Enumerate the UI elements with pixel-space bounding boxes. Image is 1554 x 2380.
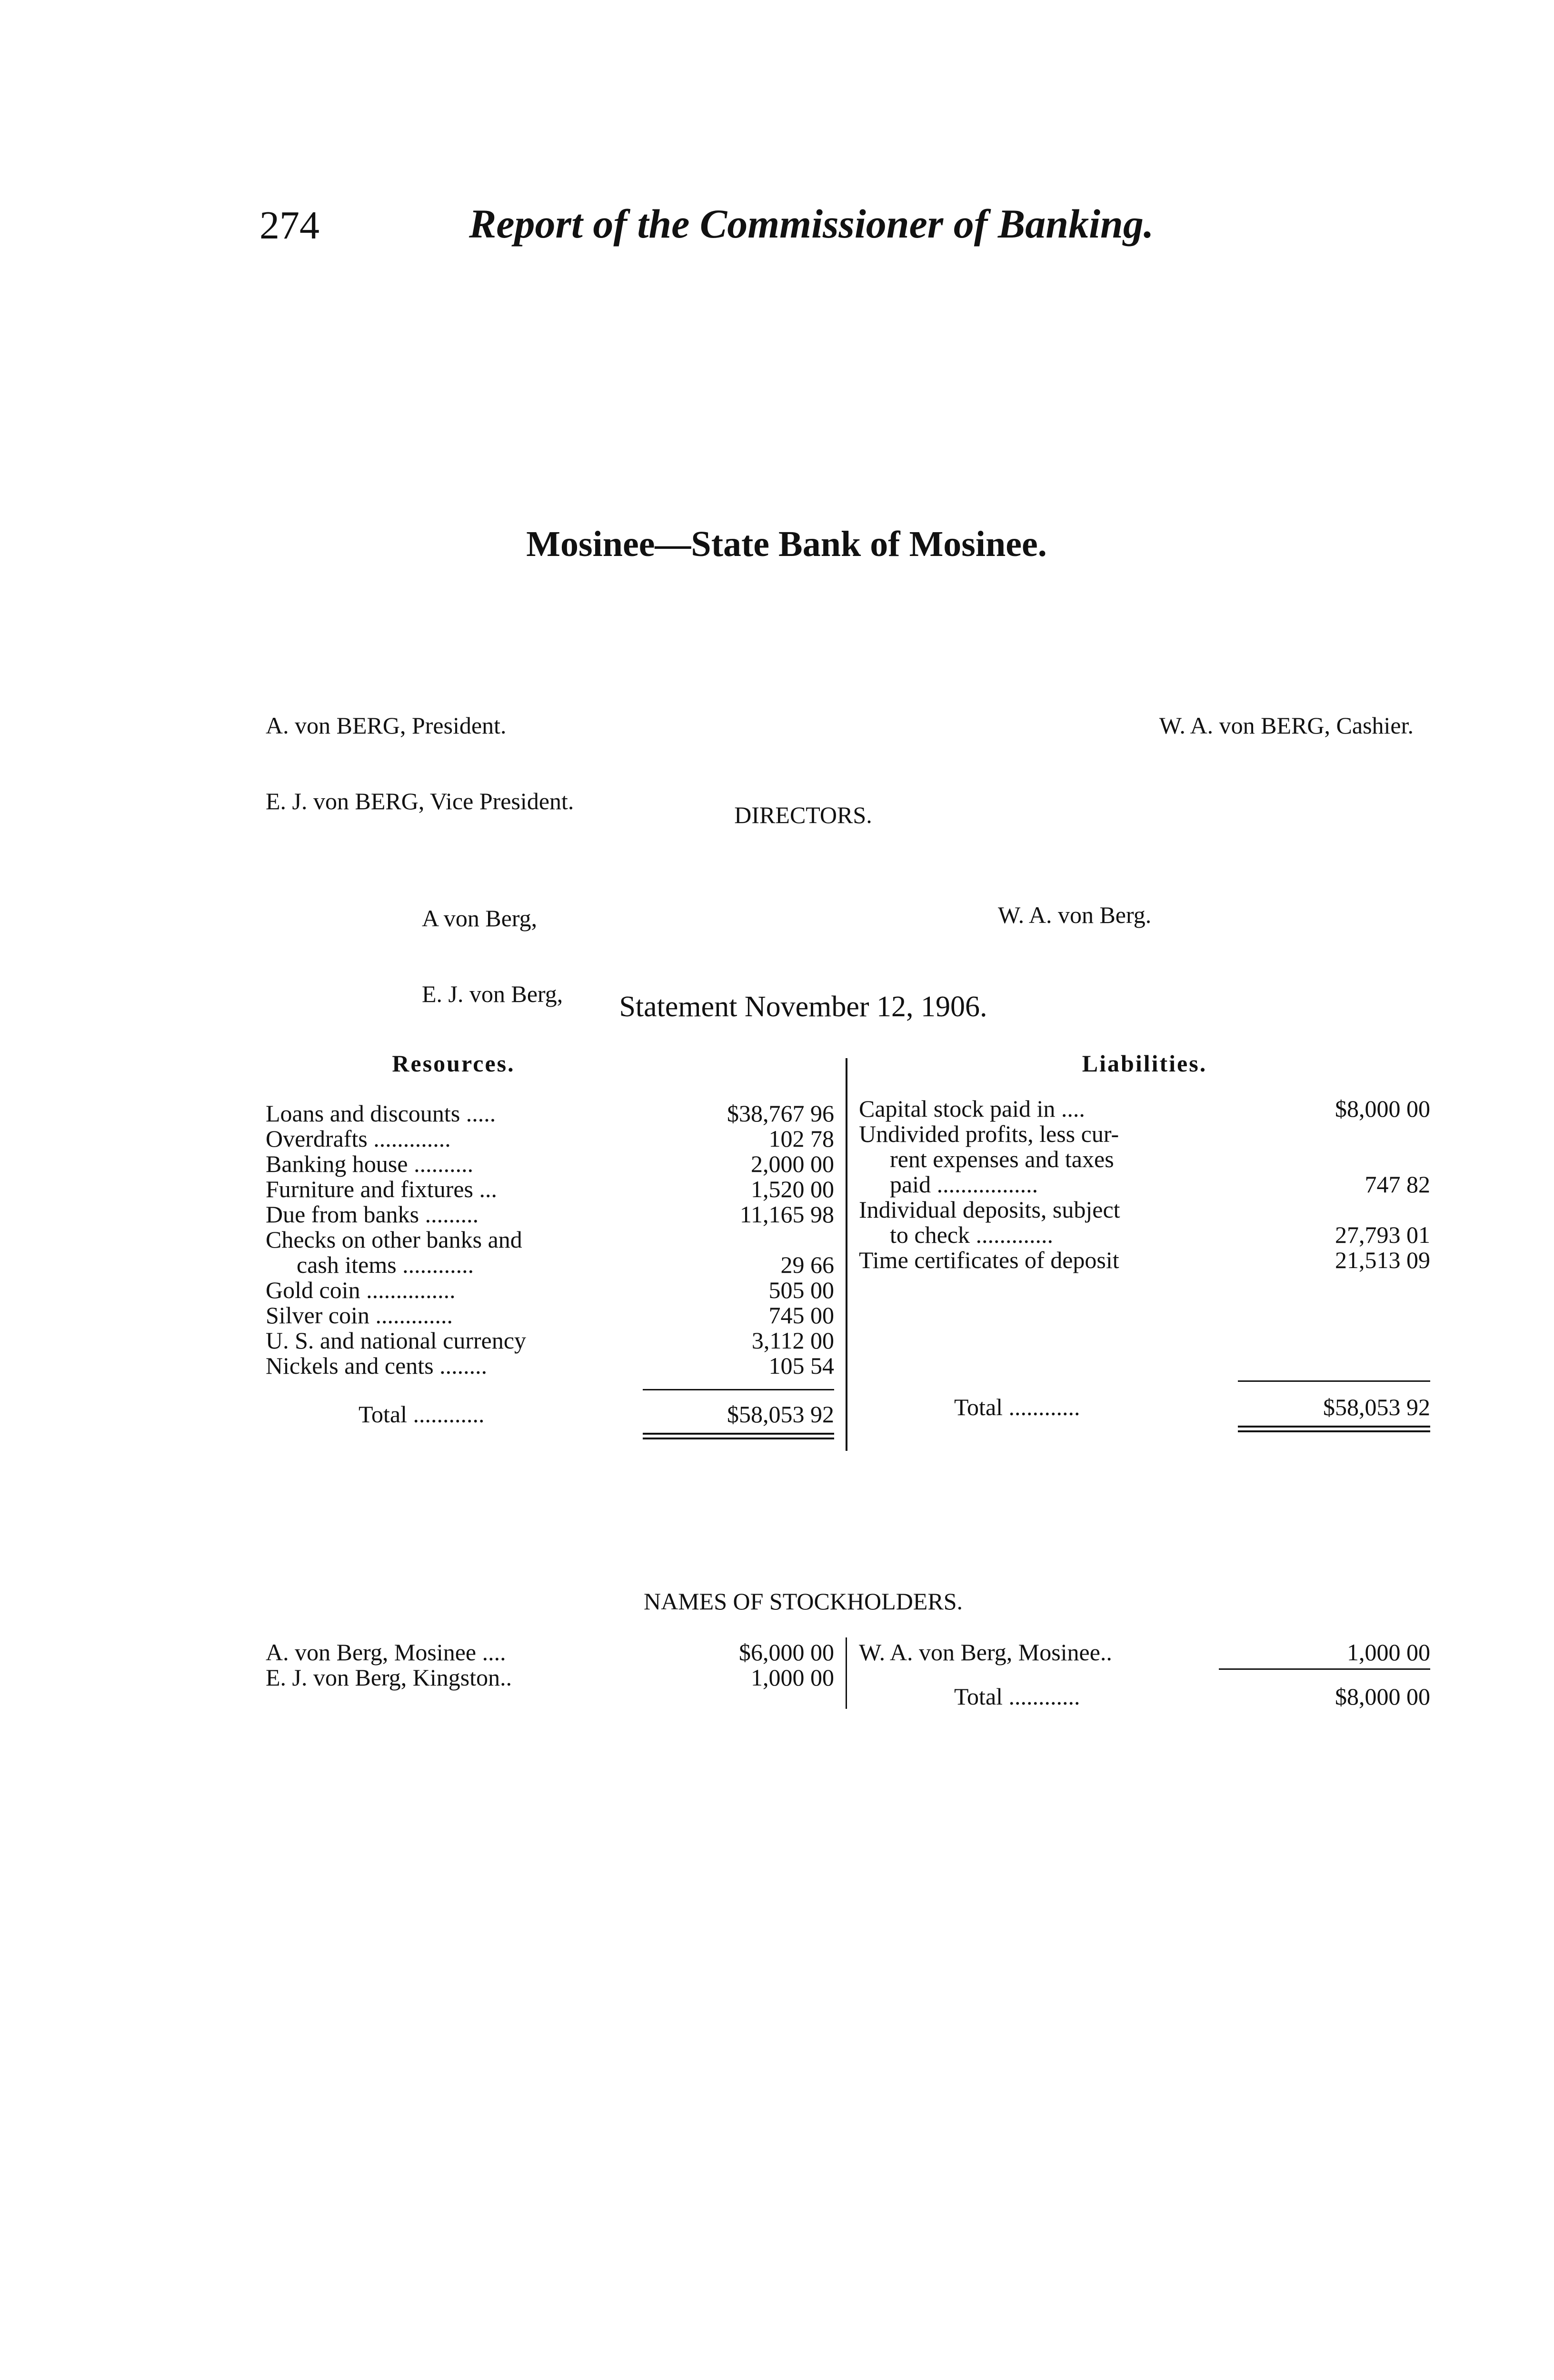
row-label: Undivided profits, less cur- xyxy=(859,1121,1119,1147)
statement-row: rent expenses and taxes xyxy=(859,1147,1430,1172)
liabilities-total-label: Total ............ xyxy=(954,1394,1080,1420)
stockholder-row: W. A. von Berg, Mosinee.. 1,000 00 xyxy=(859,1640,1430,1665)
row-label: Checks on other banks and xyxy=(266,1226,522,1253)
liabilities-subtotal-rule xyxy=(1238,1380,1430,1382)
row-label: Gold coin ............... xyxy=(266,1277,456,1303)
stockholders-right: W. A. von Berg, Mosinee.. 1,000 00 xyxy=(859,1640,1430,1665)
page-number: 274 xyxy=(259,203,319,248)
row-label: paid ................. xyxy=(890,1171,1038,1198)
stockholders-left: A. von Berg, Mosinee .... $6,000 00 E. J… xyxy=(266,1640,834,1690)
row-amount: 105 54 xyxy=(768,1352,835,1379)
director: E. J. von Berg, xyxy=(422,981,563,1007)
statement-row: Overdrafts ............. 102 78 xyxy=(266,1126,834,1151)
row-amount: 2,000 00 xyxy=(751,1150,834,1177)
stockholders-total-rule xyxy=(1219,1668,1430,1670)
row-amount: 29 66 xyxy=(780,1251,835,1278)
row-label: Individual deposits, subject xyxy=(859,1196,1120,1223)
liabilities-column: Liabilities. Capital stock paid in .... $… xyxy=(859,1050,1430,1273)
director: A von Berg, xyxy=(422,905,538,932)
row-label: U. S. and national currency xyxy=(266,1327,527,1354)
statement-row: Due from banks ......... 11,165 98 xyxy=(266,1202,834,1227)
stockholder-amount: 1,000 00 xyxy=(1347,1639,1430,1666)
row-amount: 1,520 00 xyxy=(751,1176,834,1202)
resources-column: Resources. Loans and discounts ..... $38,… xyxy=(266,1050,834,1378)
row-amount: 21,513 09 xyxy=(1335,1247,1430,1273)
stockholders-total: $8,000 00 xyxy=(1335,1683,1430,1710)
stockholders-heading: NAMES OF STOCKHOLDERS. xyxy=(643,1588,963,1615)
officers-right: W. A. von BERG, Cashier. xyxy=(1159,663,1414,764)
column-divider xyxy=(846,1058,847,1451)
statement-row: U. S. and national currency 3,112 00 xyxy=(266,1328,834,1353)
statement-row: Checks on other banks and xyxy=(266,1227,834,1252)
stockholders-total-row: Total ............ $8,000 00 xyxy=(859,1684,1430,1709)
liabilities-rows: Capital stock paid in .... $8,000 00 Undiv… xyxy=(859,1096,1430,1273)
row-amount: 27,793 01 xyxy=(1335,1221,1430,1248)
row-label: Overdrafts ............. xyxy=(266,1125,451,1152)
liabilities-heading: Liabilities. xyxy=(1082,1050,1207,1077)
row-label: Furniture and fixtures ... xyxy=(266,1176,498,1202)
row-amount: 505 00 xyxy=(768,1277,835,1303)
resources-subtotal-rule xyxy=(643,1389,834,1390)
stockholder-name: A. von Berg, Mosinee .... xyxy=(266,1639,506,1666)
statement-heading: Statement November 12, 1906. xyxy=(619,991,987,1023)
stockholders-total-label: Total ............ xyxy=(954,1683,1080,1710)
row-label: Capital stock paid in .... xyxy=(859,1095,1085,1122)
statement-row: to check ............. 27,793 01 xyxy=(859,1222,1430,1248)
stockholder-amount: $6,000 00 xyxy=(739,1639,834,1666)
directors-left: A von Berg, E. J. von Berg, xyxy=(422,855,563,1032)
officer-vice-president: E. J. von BERG, Vice President. xyxy=(266,788,574,814)
resources-total-double-rule xyxy=(643,1433,834,1439)
row-amount: $38,767 96 xyxy=(727,1100,834,1127)
stockholder-amount: 1,000 00 xyxy=(751,1664,834,1691)
resources-total: $58,053 92 xyxy=(727,1401,834,1428)
statement-row: Silver coin ............. 745 00 xyxy=(266,1303,834,1328)
row-amount: 747 82 xyxy=(1365,1171,1431,1198)
row-label: Time certificates of deposit xyxy=(859,1247,1119,1273)
resources-total-row: Total ............ $58,053 92 xyxy=(266,1402,834,1427)
directors-right: W. A. von Berg. xyxy=(998,852,1151,953)
stockholders-divider xyxy=(846,1637,847,1709)
row-amount: 3,112 00 xyxy=(751,1327,834,1354)
statement-row: paid ................. 747 82 xyxy=(859,1172,1430,1197)
statement-row: Time certificates of deposit 21,513 09 xyxy=(859,1248,1430,1273)
officer-cashier: W. A. von BERG, Cashier. xyxy=(1159,712,1414,739)
row-amount: 11,165 98 xyxy=(739,1201,834,1228)
row-label: to check ............. xyxy=(890,1221,1053,1248)
statement-row: cash items ............ 29 66 xyxy=(266,1252,834,1278)
row-label: Due from banks ......... xyxy=(266,1201,479,1228)
row-amount: 745 00 xyxy=(768,1302,835,1329)
running-title: Report of the Commissioner of Banking. xyxy=(469,201,1154,247)
statement-row: Loans and discounts ..... $38,767 96 xyxy=(266,1101,834,1126)
resources-rows: Loans and discounts ..... $38,767 96 Overd… xyxy=(266,1101,834,1378)
row-label: Silver coin ............. xyxy=(266,1302,453,1329)
liabilities-total: $58,053 92 xyxy=(1323,1394,1430,1420)
row-label: rent expenses and taxes xyxy=(890,1146,1114,1172)
stockholder-name: W. A. von Berg, Mosinee.. xyxy=(859,1639,1112,1666)
row-label: Loans and discounts ..... xyxy=(266,1100,496,1127)
statement-row: Undivided profits, less cur- xyxy=(859,1121,1430,1147)
statement-row: Capital stock paid in .... $8,000 00 xyxy=(859,1096,1430,1121)
statement-row: Nickels and cents ........ 105 54 xyxy=(266,1353,834,1378)
liabilities-total-row: Total ............ $58,053 92 xyxy=(859,1395,1430,1420)
row-amount: 102 78 xyxy=(768,1125,835,1152)
row-label: Banking house .......... xyxy=(266,1150,474,1177)
statement-row: Individual deposits, subject xyxy=(859,1197,1430,1222)
resources-heading: Resources. xyxy=(392,1050,515,1077)
stockholder-row: A. von Berg, Mosinee .... $6,000 00 xyxy=(266,1640,834,1665)
officer-president: A. von BERG, President. xyxy=(266,712,507,739)
stockholder-name: E. J. von Berg, Kingston.. xyxy=(266,1664,512,1691)
director: W. A. von Berg. xyxy=(998,902,1152,928)
row-label: Nickels and cents ........ xyxy=(266,1352,488,1379)
directors-heading: DIRECTORS. xyxy=(734,802,872,828)
statement-row: Gold coin ............... 505 00 xyxy=(266,1278,834,1303)
officers-left: A. von BERG, President. E. J. von BERG, … xyxy=(266,663,574,839)
bank-title: Mosinee—State Bank of Mosinee. xyxy=(526,524,1047,564)
statement-row: Furniture and fixtures ... 1,520 00 xyxy=(266,1177,834,1202)
row-label: cash items ............ xyxy=(297,1251,474,1278)
liabilities-total-double-rule xyxy=(1238,1426,1430,1432)
row-amount: $8,000 00 xyxy=(1335,1095,1430,1122)
stockholder-row: E. J. von Berg, Kingston.. 1,000 00 xyxy=(266,1665,834,1690)
statement-row: Banking house .......... 2,000 00 xyxy=(266,1151,834,1177)
resources-total-label: Total ............ xyxy=(359,1401,485,1428)
